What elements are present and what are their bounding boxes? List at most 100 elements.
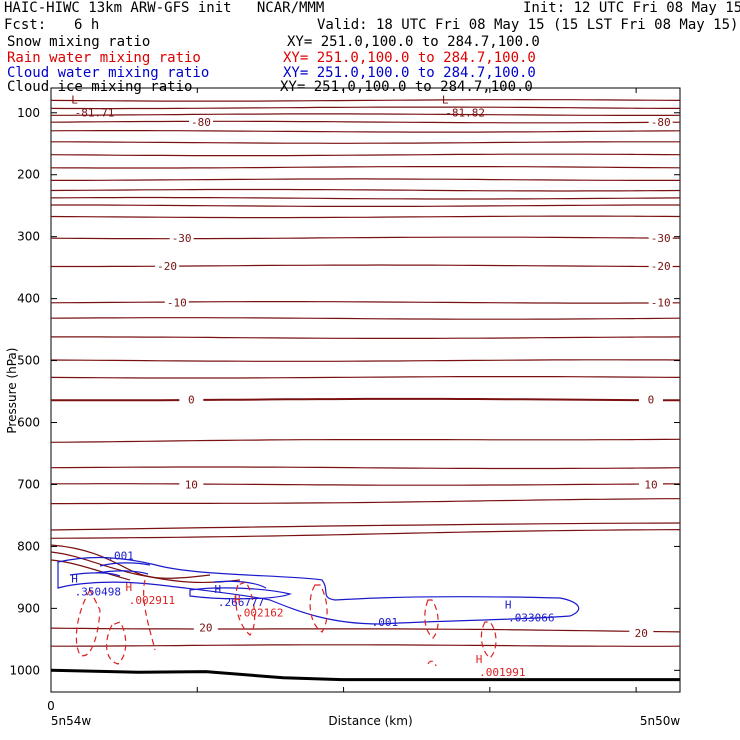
x-left-endpoint-label: 5n54w — [51, 714, 92, 728]
plot-title: HAIC-HIWC 13km ARW-GFS init NCAR/MMM — [4, 0, 325, 16]
temperature-contour — [51, 336, 681, 339]
temperature-contour-label: -20 — [157, 260, 177, 273]
temperature-contour-label: -80 — [191, 116, 211, 129]
temperature-contour — [50, 544, 211, 579]
extremum-value: -81.71 — [75, 106, 115, 119]
temperature-contour — [50, 166, 681, 169]
temperature-contour — [50, 466, 681, 470]
temperature-contour — [51, 141, 680, 144]
high-marker: H — [125, 581, 132, 594]
temperature-contour-label: 20 — [199, 622, 212, 635]
rain-water-contour — [75, 588, 101, 657]
temperature-contour — [51, 644, 681, 647]
legend-cloud-ice-field: Cloud ice mixing ratio — [7, 79, 193, 95]
temperature-contour-label: 10 — [185, 478, 198, 491]
extremum-value: .001991 — [479, 666, 525, 679]
cloud-water-contour — [99, 562, 151, 567]
legend-rain-field: Rain water mixing ratio — [7, 50, 201, 66]
temperature-contour — [50, 130, 681, 133]
temperature-contour-label: -10 — [651, 296, 671, 309]
rain-water-contour — [427, 660, 437, 667]
extremum-value: .002162 — [237, 606, 283, 619]
rain-water-contours — [75, 579, 497, 667]
extremum-value: -81.82 — [445, 106, 485, 119]
contour-label-bg — [648, 259, 673, 272]
temperature-contour — [51, 483, 681, 486]
temperature-contour — [51, 178, 680, 181]
y-tick-label: 800 — [17, 539, 40, 553]
temperature-contour — [50, 301, 681, 304]
contour-label-bg — [179, 478, 204, 491]
temperature-contours — [50, 98, 681, 647]
temperature-contour — [50, 153, 681, 157]
rain-water-contour — [143, 579, 156, 651]
contour-label-bg — [648, 116, 673, 129]
cloud-water-contour-label: .001 — [107, 550, 134, 563]
y-tick-label: 500 — [17, 354, 40, 368]
forecast-label: Fcst: — [4, 17, 47, 33]
extremum-value: .033066 — [508, 611, 554, 624]
cloud-water-contour — [57, 556, 580, 625]
y-tick-label: 100 — [17, 106, 40, 120]
temperature-contour — [50, 188, 681, 192]
temperature-contour — [50, 98, 681, 102]
legend-snow-field: Snow mixing ratio — [7, 34, 151, 50]
temperature-contour — [50, 106, 680, 110]
low-marker: L — [71, 93, 78, 106]
temperature-contour — [50, 559, 131, 581]
cloud-water-contour — [189, 587, 292, 600]
rain-water-contour — [309, 584, 328, 633]
x-axis-label: Distance (km) — [328, 714, 412, 728]
contour-label-bg — [169, 231, 194, 244]
high-marker: H — [71, 572, 78, 585]
contour-label-bg — [193, 621, 218, 634]
temperature-contour-label: 10 — [644, 478, 657, 491]
contour-label-bg — [164, 296, 189, 309]
valid-time: Valid: 18 UTC Fri 08 May 15 (15 LST Fri … — [317, 17, 739, 33]
low-marker: L — [442, 93, 449, 106]
temperature-contour-label: 0 — [648, 394, 655, 407]
temperature-contour-label: -80 — [651, 116, 671, 129]
high-marker: H — [476, 653, 483, 666]
temperature-contour — [51, 397, 681, 402]
rain-water-contour — [106, 621, 127, 665]
temperature-contour — [51, 204, 680, 207]
temperature-contour — [50, 522, 681, 531]
legend-snow-xy: XY= 251.0,100.0 to 284.7,100.0 — [287, 34, 540, 50]
temperature-contour — [50, 376, 681, 379]
contour-label-bg — [179, 393, 204, 406]
terrain-line — [50, 668, 680, 682]
temperature-contour — [50, 438, 681, 443]
terrain-line — [50, 668, 680, 682]
temperature-contour-label: -20 — [651, 260, 671, 273]
contour-labels: -80 -80 -30 -30 -20 -20 -10 -10 0 0 10 10 20 20 .001 .0… — [71, 93, 673, 679]
extremum-value: .002911 — [129, 594, 175, 607]
high-marker: H — [505, 598, 512, 611]
x-right-endpoint-label: 5n50w — [640, 714, 681, 728]
y-tick-label: 1000 — [9, 663, 40, 677]
contour-label-bg — [638, 393, 663, 406]
init-time: Init: 12 UTC Fri 08 May 15 — [523, 0, 740, 16]
temperature-contour-label: 20 — [635, 627, 648, 640]
temperature-contour — [50, 215, 681, 219]
high-marker: H — [234, 593, 241, 606]
y-axis-label: Pressure (hPa) — [5, 348, 19, 434]
contour-label-bg — [155, 259, 180, 272]
contour-label-bg — [648, 231, 673, 244]
contour-label-bg — [638, 478, 663, 491]
rain-water-contour — [480, 621, 497, 659]
y-tick-label: 300 — [17, 230, 40, 244]
legend-cloud-ice-xy: XY= 251.0,100.0 to 284.7,100.0 — [280, 79, 533, 95]
y-tick-label: 400 — [17, 292, 40, 306]
cloud-water-contour — [213, 580, 267, 589]
high-marker: H — [215, 583, 222, 596]
y-tick-label: 200 — [17, 168, 40, 182]
cloud-water-contours — [57, 556, 580, 625]
legend-cloud-water-field: Cloud water mixing ratio — [7, 65, 210, 81]
forecast-value: 6 h — [74, 17, 100, 33]
temperature-contour — [50, 551, 241, 584]
temperature-contour-label: -30 — [651, 232, 671, 245]
contour-label-bg — [188, 116, 213, 129]
temperature-contour — [51, 113, 681, 116]
